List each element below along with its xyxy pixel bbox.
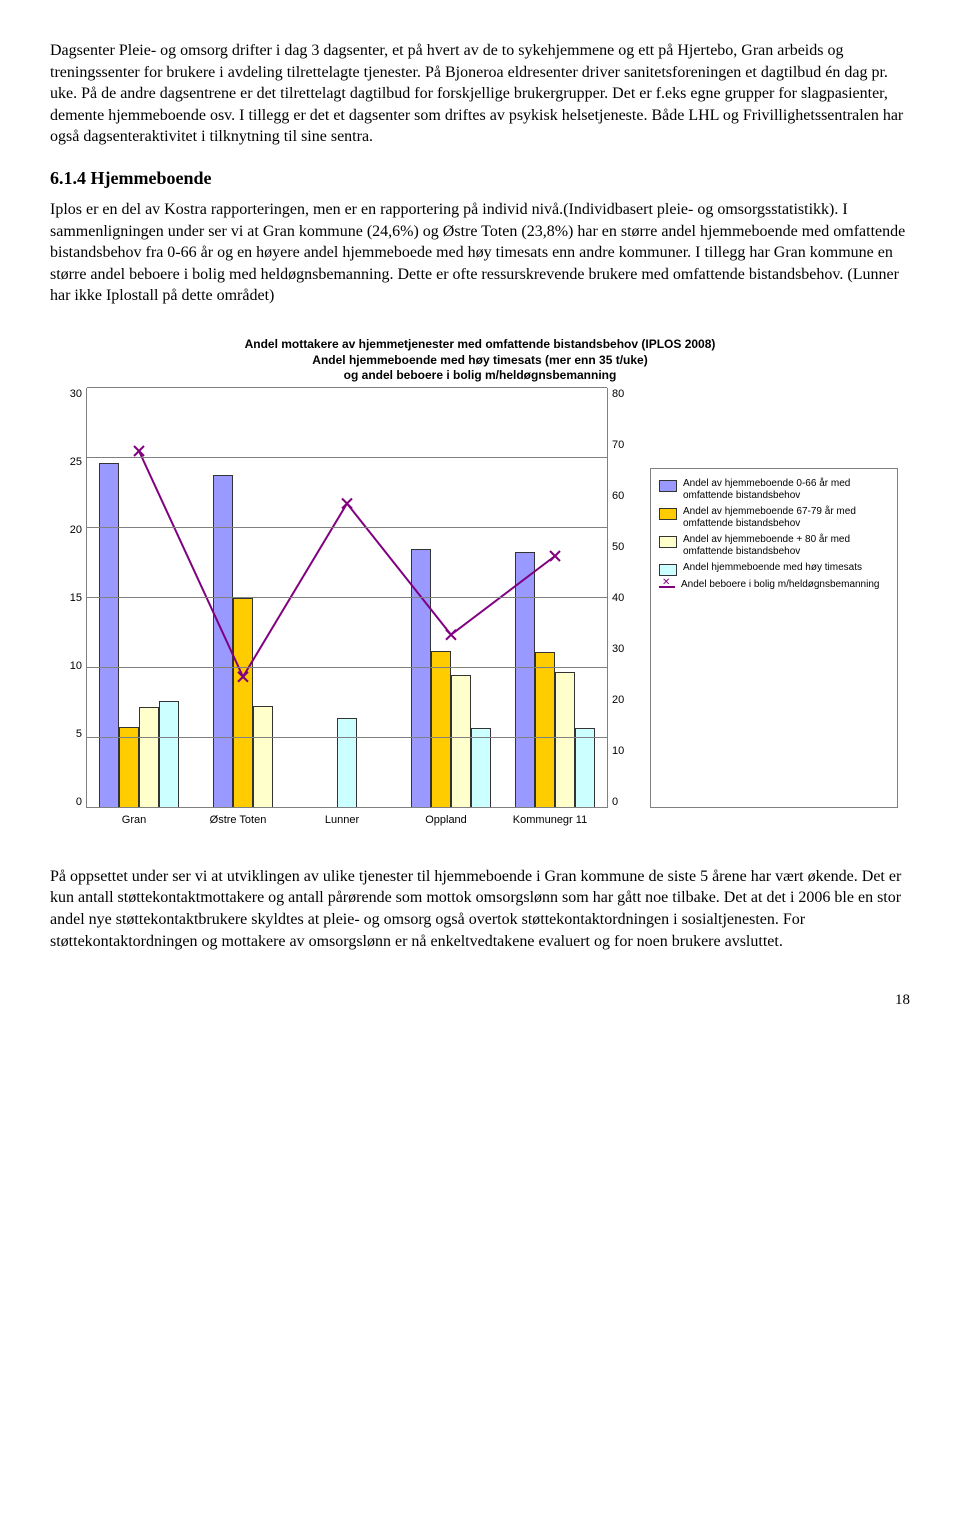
bar <box>451 675 471 808</box>
y-left-tick: 0 <box>76 796 82 808</box>
legend-label: Andel av hjemmeboende 0-66 år med omfatt… <box>683 478 889 503</box>
bar <box>99 463 119 807</box>
bar <box>337 718 357 808</box>
y-right-tick: 40 <box>612 592 624 604</box>
legend-label: Andel av hjemmeboende + 80 år med omfatt… <box>683 534 889 559</box>
bar-group <box>399 388 503 808</box>
legend-item: Andel av hjemmeboende 67-79 år med omfat… <box>659 506 889 531</box>
paragraph-2: Iplos er en del av Kostra rapporteringen… <box>50 199 910 307</box>
bar <box>411 549 431 808</box>
chart-container: Andel mottakere av hjemmetjenester med o… <box>50 337 910 826</box>
y-left-tick: 15 <box>70 592 82 604</box>
chart-title-line1: Andel mottakere av hjemmetjenester med o… <box>50 337 910 353</box>
paragraph-1: Dagsenter Pleie- og omsorg drifter i dag… <box>50 40 910 148</box>
y-axis-left: 30 25 20 15 10 5 0 <box>50 388 86 808</box>
y-axis-right: 80 70 60 50 40 30 20 10 0 <box>608 388 640 808</box>
y-left-tick: 5 <box>76 728 82 740</box>
bar <box>119 727 139 808</box>
bar <box>253 706 273 808</box>
page-number: 18 <box>50 992 910 1009</box>
bar-group <box>191 388 295 808</box>
legend-swatch <box>659 536 677 548</box>
y-left-tick: 10 <box>70 660 82 672</box>
x-tick-label: Oppland <box>394 814 498 826</box>
x-tick-label: Lunner <box>290 814 394 826</box>
y-left-tick: 25 <box>70 456 82 468</box>
legend-item: Andel beboere i bolig m/heldøgnsbemannin… <box>659 579 889 592</box>
y-right-tick: 50 <box>612 541 624 553</box>
y-right-tick: 20 <box>612 694 624 706</box>
y-right-tick: 0 <box>612 796 618 808</box>
legend-swatch <box>659 564 677 576</box>
legend-label: Andel hjemmeboende med høy timesats <box>683 562 862 575</box>
bar <box>139 707 159 808</box>
bar <box>431 651 451 808</box>
bar <box>471 728 491 808</box>
bar <box>213 475 233 808</box>
chart-title-line3: og andel beboere i bolig m/heldøgnsbeman… <box>50 368 910 384</box>
chart-title: Andel mottakere av hjemmetjenester med o… <box>50 337 910 384</box>
x-axis-labels: GranØstre TotenLunnerOpplandKommunegr 11 <box>82 814 602 826</box>
bar <box>515 552 535 808</box>
bar <box>535 652 555 807</box>
y-right-tick: 10 <box>612 745 624 757</box>
legend: Andel av hjemmeboende 0-66 år med omfatt… <box>650 468 898 808</box>
legend-item: Andel av hjemmeboende 0-66 år med omfatt… <box>659 478 889 503</box>
legend-item: Andel hjemmeboende med høy timesats <box>659 562 889 576</box>
y-left-tick: 30 <box>70 388 82 400</box>
bar <box>233 598 253 808</box>
x-tick-label: Kommunegr 11 <box>498 814 602 826</box>
legend-swatch-line <box>659 581 675 591</box>
legend-item: Andel av hjemmeboende + 80 år med omfatt… <box>659 534 889 559</box>
y-left-tick: 20 <box>70 524 82 536</box>
bar-group <box>87 388 191 808</box>
legend-label: Andel beboere i bolig m/heldøgnsbemannin… <box>681 579 879 592</box>
y-right-tick: 70 <box>612 439 624 451</box>
paragraph-3: På oppsettet under ser vi at utviklingen… <box>50 866 910 952</box>
bar-group <box>295 388 399 808</box>
legend-swatch <box>659 480 677 492</box>
y-right-tick: 60 <box>612 490 624 502</box>
legend-label: Andel av hjemmeboende 67-79 år med omfat… <box>683 506 889 531</box>
section-heading: 6.1.4 Hjemmeboende <box>50 168 910 189</box>
y-right-tick: 80 <box>612 388 624 400</box>
x-tick-label: Gran <box>82 814 186 826</box>
bar <box>555 672 575 808</box>
plot-area <box>86 388 608 808</box>
bars-layer <box>87 388 607 808</box>
bar <box>575 728 595 808</box>
x-tick-label: Østre Toten <box>186 814 290 826</box>
legend-swatch <box>659 508 677 520</box>
chart-title-line2: Andel hjemmeboende med høy timesats (mer… <box>50 353 910 369</box>
y-right-tick: 30 <box>612 643 624 655</box>
bar <box>159 701 179 807</box>
bar-group <box>503 388 607 808</box>
